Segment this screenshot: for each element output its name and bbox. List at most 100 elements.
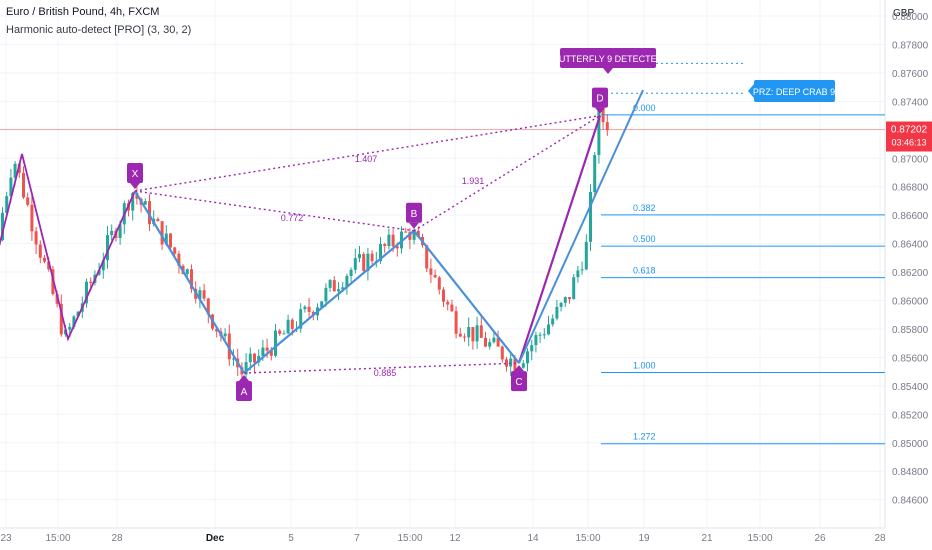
candle-body — [370, 253, 374, 262]
candle-body — [576, 270, 580, 278]
pattern-point-b: B — [406, 202, 422, 229]
candle-body — [572, 277, 576, 300]
candle-body — [358, 254, 361, 259]
x-tick-label: 15:00 — [45, 533, 70, 544]
candle — [467, 317, 471, 347]
candle — [425, 244, 429, 272]
last-price-tag-box — [886, 121, 932, 152]
last-price-value: 0.87202 — [891, 125, 928, 136]
candle-body — [467, 327, 471, 338]
candle — [488, 338, 492, 350]
candle-body — [395, 246, 399, 249]
candle — [38, 240, 42, 264]
candle-body — [563, 297, 567, 303]
candle-body — [34, 231, 38, 245]
candle — [26, 192, 30, 207]
point-label: C — [515, 377, 522, 388]
candle-body — [160, 221, 164, 245]
axis-currency: GBP — [893, 8, 914, 19]
candle — [223, 328, 227, 341]
candle-body — [349, 269, 353, 276]
candle-body — [379, 244, 382, 262]
candle-body — [169, 233, 172, 248]
candle-body — [404, 231, 408, 233]
candle-body — [597, 107, 601, 156]
candle-body — [559, 302, 563, 307]
x-tick-label: 12 — [449, 533, 461, 544]
candle — [362, 251, 366, 273]
candle-body — [185, 269, 189, 275]
ratio-label: 0.885 — [374, 368, 397, 378]
candle — [143, 198, 147, 205]
point-marker-tip — [130, 182, 140, 189]
pattern-leg — [134, 190, 245, 374]
candle — [307, 297, 311, 318]
ratio-line — [134, 190, 415, 232]
candle — [442, 287, 445, 307]
candle-body — [26, 197, 30, 205]
candle-body — [59, 303, 63, 335]
fib-level-label: 0.000 — [633, 103, 656, 113]
indicator-title: Harmonic auto-detect [PRO] (3, 30, 2) — [6, 24, 192, 36]
candle-body — [555, 306, 559, 319]
candle — [547, 315, 550, 336]
candle-body — [106, 235, 109, 261]
candle — [22, 166, 25, 200]
ratio-label: 1.407 — [355, 154, 378, 164]
candle-body — [534, 335, 538, 346]
candle — [278, 328, 282, 336]
candle-body — [164, 233, 168, 245]
candle — [148, 194, 151, 232]
detected-label: BUTTERFLY 9 DETECTED — [553, 48, 664, 74]
candle-body — [261, 347, 265, 356]
candle — [576, 265, 580, 283]
pattern-point-a: A — [236, 375, 252, 402]
candle-body — [5, 196, 9, 213]
point-label: A — [241, 387, 248, 398]
fib-levels: 0.000 0.382 0.500 0.618 1.000 1.272 — [601, 103, 885, 445]
candle-body — [521, 363, 525, 368]
candle-body — [278, 330, 282, 334]
candle-body — [89, 281, 93, 283]
candle — [353, 248, 357, 274]
candle-body — [341, 287, 345, 290]
x-tick-label: 19 — [638, 533, 650, 544]
candle-body — [458, 333, 462, 337]
candle — [454, 306, 458, 339]
y-tick-label: 0.86400 — [892, 240, 929, 251]
candle-body — [463, 336, 466, 338]
candle-body — [484, 337, 487, 347]
y-tick-label: 0.85400 — [892, 382, 929, 393]
candle-body — [9, 177, 13, 197]
candle-body — [324, 287, 328, 302]
candle — [458, 327, 462, 338]
candle — [169, 233, 172, 251]
candle — [446, 299, 450, 311]
fib-level-label: 1.272 — [633, 432, 656, 442]
prz-label: PRZ: DEEP CRAB 9 — [748, 80, 835, 102]
countdown-value: 03:46:13 — [891, 138, 926, 148]
candle-body — [47, 261, 51, 270]
y-tick-label: 0.84800 — [892, 467, 929, 478]
candle — [404, 227, 408, 233]
y-tick-label: 0.88000 — [892, 12, 929, 23]
candle — [110, 224, 114, 241]
x-tick-label: 28 — [874, 533, 886, 544]
candle-body — [30, 204, 34, 232]
fib-level-label: 1.000 — [633, 360, 656, 370]
candle — [253, 352, 256, 373]
candle-body — [143, 201, 147, 205]
candle-body — [223, 333, 227, 337]
ratio-line — [134, 114, 601, 192]
candle-body — [156, 218, 160, 222]
candle-body — [131, 192, 135, 211]
candle-body — [68, 326, 72, 330]
pattern-point-c: C — [511, 365, 527, 392]
candle — [538, 332, 542, 343]
ratio-label: 1.931 — [462, 176, 485, 186]
candle-body — [290, 319, 294, 329]
candle — [337, 282, 340, 300]
candle-body — [446, 301, 450, 305]
candle — [605, 114, 609, 136]
